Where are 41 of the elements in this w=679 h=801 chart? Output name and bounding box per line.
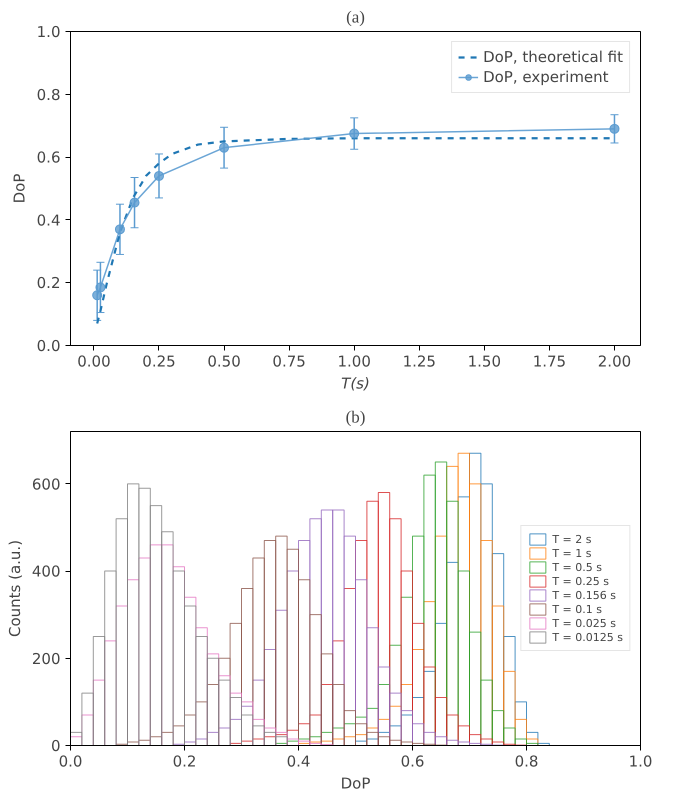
legend-label: DoP, theoretical fit xyxy=(483,48,623,66)
legend-label: DoP, experiment xyxy=(483,68,609,86)
y-tick-label: 0.4 xyxy=(36,211,61,230)
legend-label: T = 0.0125 s xyxy=(552,630,623,644)
x-tick-label: 0.00 xyxy=(77,352,111,370)
x-tick-label: 1.0 xyxy=(628,752,652,770)
x-tick-label: 0.75 xyxy=(272,352,306,370)
x-tick-label: 0.8 xyxy=(514,752,538,770)
x-axis-title: T(s) xyxy=(341,374,370,392)
chart-title: (a) xyxy=(346,8,365,26)
y-tick-label: 200 xyxy=(32,650,61,668)
x-tick-label: 1.25 xyxy=(402,352,436,370)
y-tick-label: 0.8 xyxy=(36,86,61,104)
y-axis-title: DoP xyxy=(10,174,29,204)
x-tick-label: 1.75 xyxy=(532,352,566,370)
x-tick-label: 0.50 xyxy=(207,352,241,370)
y-tick-label: 1.0 xyxy=(36,23,61,41)
y-axis-title: Counts (a.u.) xyxy=(6,540,24,638)
chart-title: (b) xyxy=(346,408,366,426)
x-tick-label: 1.50 xyxy=(468,352,502,370)
x-tick-label: 0.25 xyxy=(142,352,176,370)
legend-label: T = 0.1 s xyxy=(552,602,602,616)
legend-label: T = 2 s xyxy=(552,532,592,546)
x-tick-label: 2.00 xyxy=(598,352,632,370)
x-tick-label: 1.00 xyxy=(338,352,371,370)
y-tick-label: 0 xyxy=(50,737,61,755)
x-axis-title: DoP xyxy=(340,774,370,792)
legend-label: T = 0.25 s xyxy=(552,574,609,588)
y-tick-label: 400 xyxy=(32,562,61,581)
x-tick-label: 0.4 xyxy=(286,752,310,770)
y-tick-label: 0.0 xyxy=(36,337,61,355)
y-tick-label: 0.2 xyxy=(36,274,61,292)
legend-label: T = 0.5 s xyxy=(552,560,602,574)
y-tick-label: 0.6 xyxy=(36,148,61,167)
x-tick-label: 0.6 xyxy=(400,752,424,770)
x-tick-label: 0.0 xyxy=(58,752,82,770)
legend-label: T = 1 s xyxy=(552,546,592,560)
x-tick-label: 0.2 xyxy=(172,752,196,770)
legend-label: T = 0.156 s xyxy=(552,588,616,602)
y-tick-label: 600 xyxy=(32,475,61,494)
legend-label: T = 0.025 s xyxy=(552,616,616,630)
